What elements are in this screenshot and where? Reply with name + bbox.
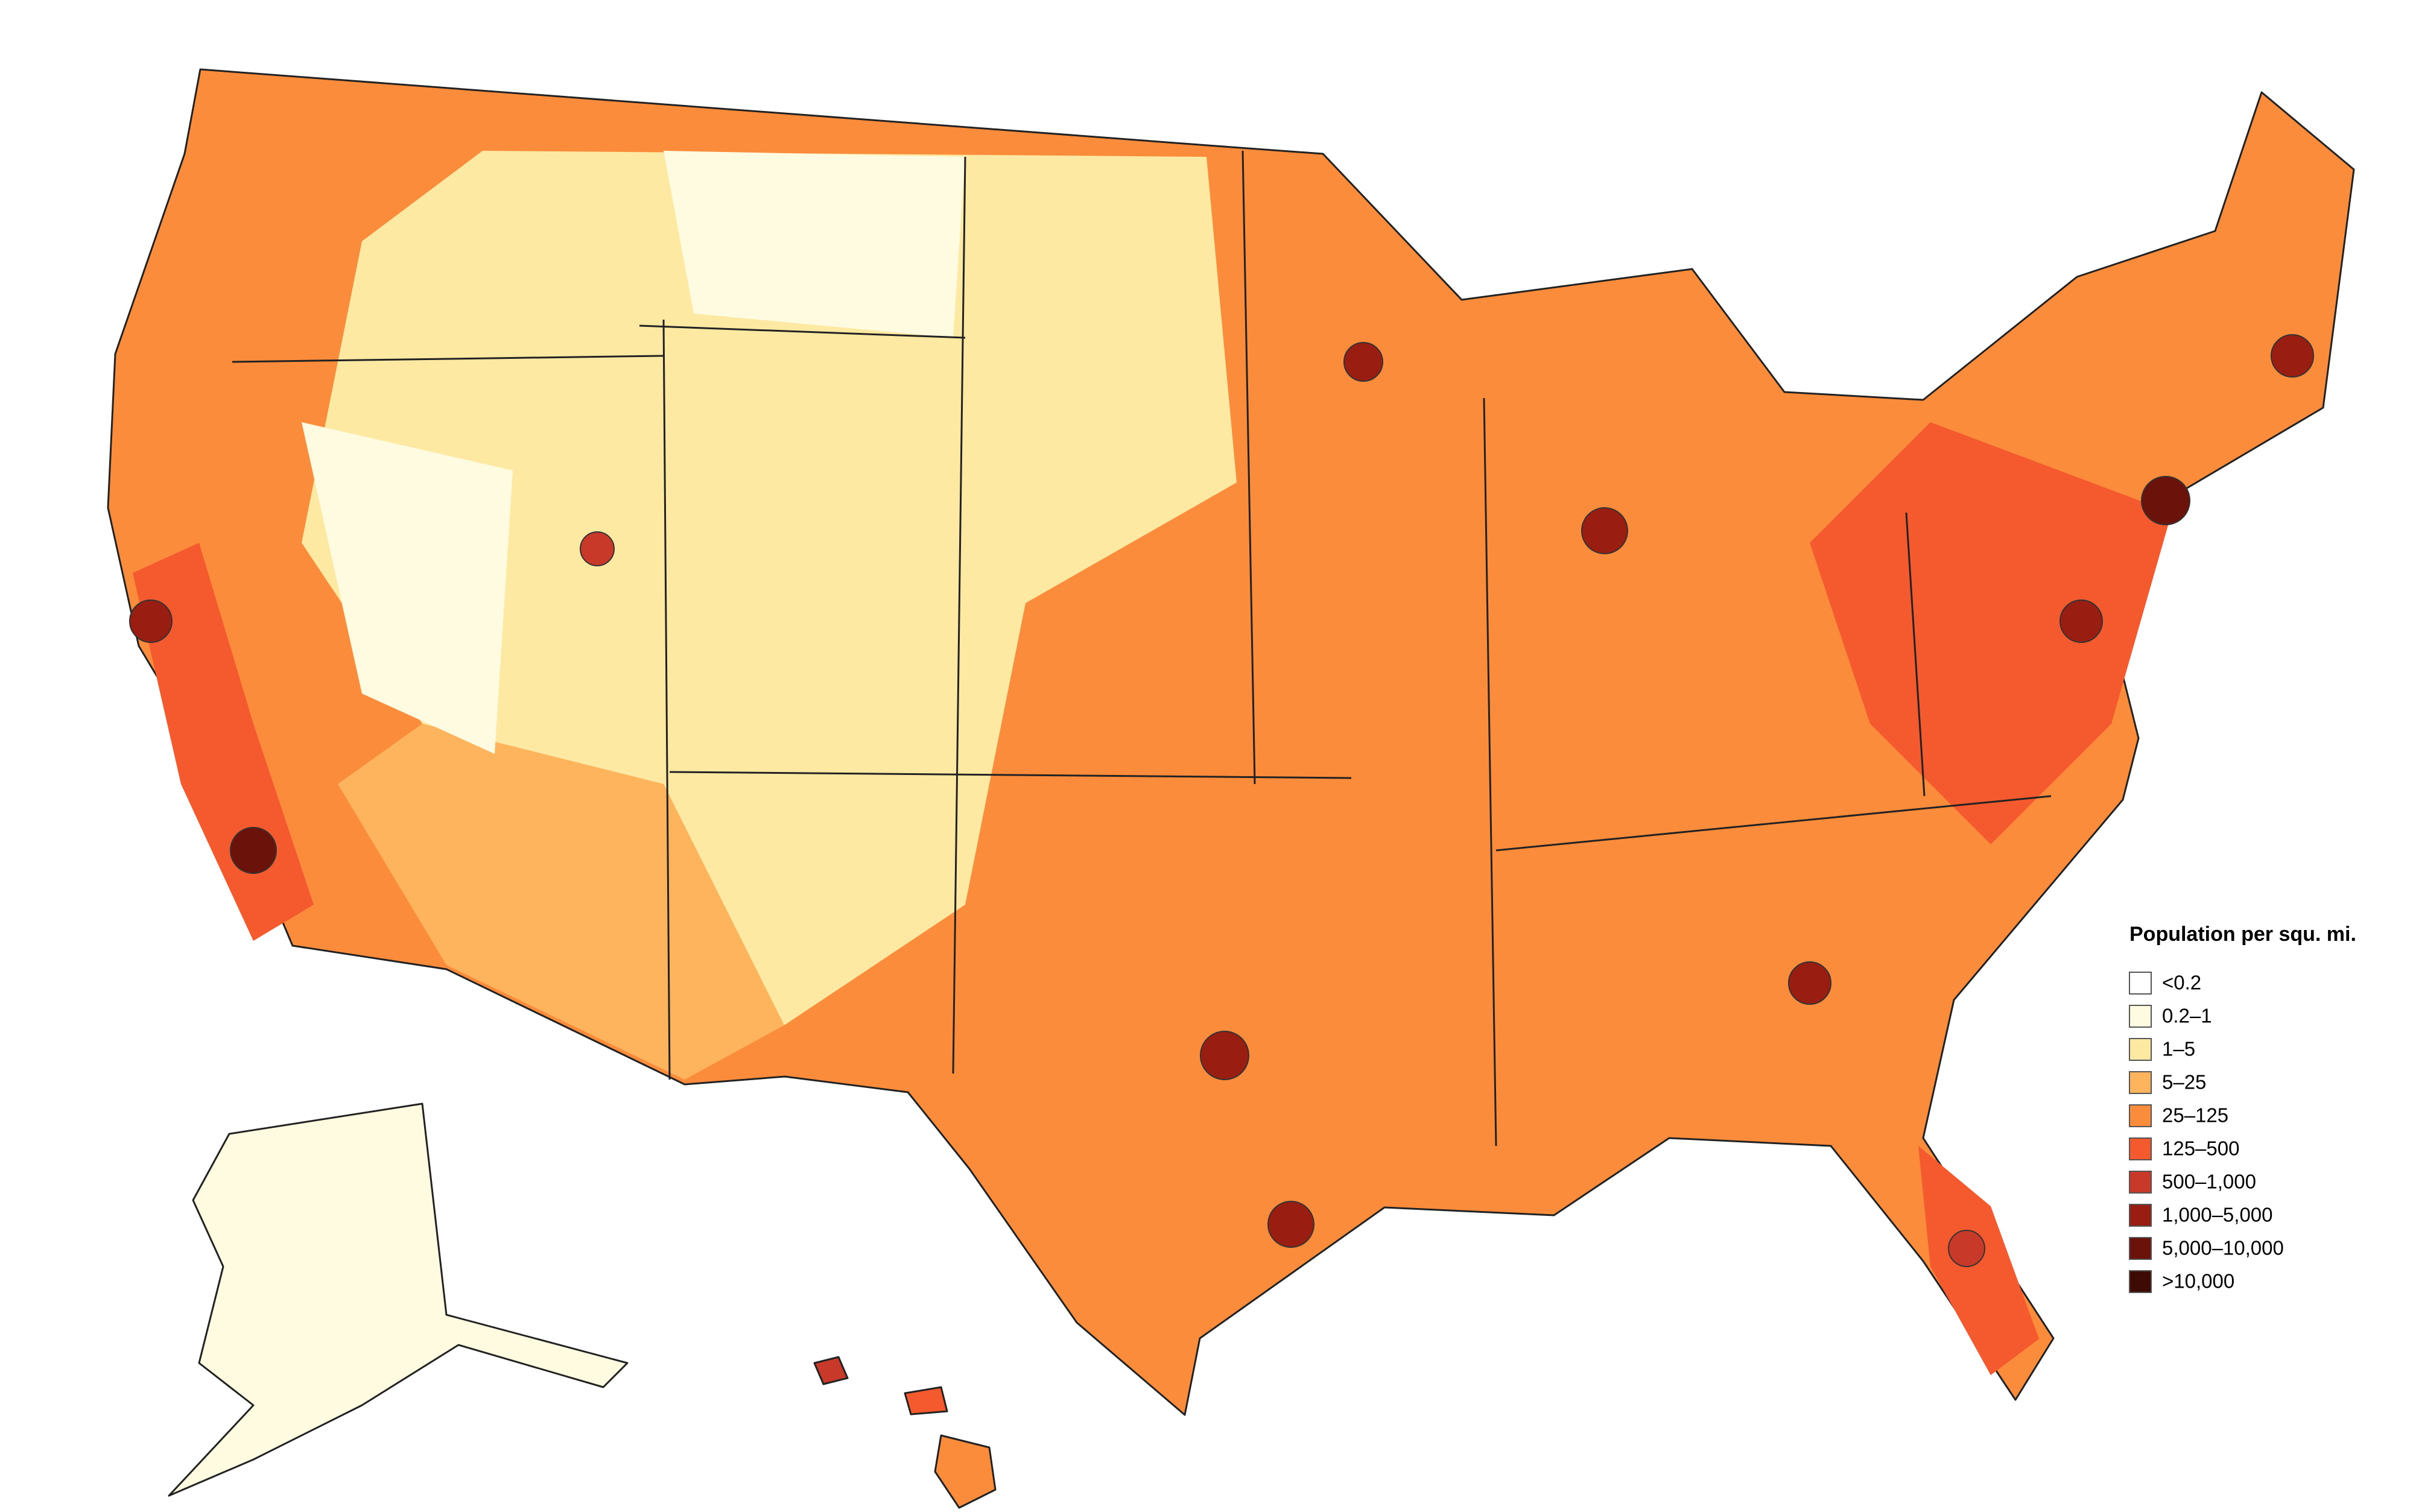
legend-swatch	[2129, 1137, 2152, 1160]
metro	[1267, 1201, 1314, 1248]
legend-label: 5–25	[2162, 1071, 2206, 1093]
legend-label: >10,000	[2162, 1270, 2234, 1292]
metro	[129, 599, 173, 643]
legend-swatch	[2129, 1270, 2152, 1293]
legend-swatch	[2129, 1071, 2152, 1094]
state-line	[639, 324, 966, 339]
hawaii-oahu	[813, 1356, 849, 1385]
legend-swatch	[2129, 1171, 2152, 1194]
state-line	[1241, 150, 1256, 785]
sparse-west	[302, 151, 1237, 1025]
legend-swatch	[2129, 1204, 2152, 1227]
hawaii-maui	[904, 1386, 948, 1416]
legend: Population per squ. mi. <0.2 0.2–1 1–5 5–25…	[2129, 923, 2356, 1293]
metro	[1343, 342, 1383, 382]
metro	[580, 531, 615, 566]
legend-label: 500–1,000	[2162, 1171, 2256, 1193]
east-dense	[1810, 422, 2172, 844]
metro	[1581, 507, 1628, 554]
legend-swatch	[2129, 972, 2152, 995]
alaska	[168, 1102, 629, 1497]
state-line	[662, 319, 671, 1080]
metro	[1948, 1230, 1985, 1267]
legend-label: <0.2	[2162, 972, 2201, 994]
metro	[1788, 961, 1831, 1005]
metro	[2271, 334, 2314, 378]
legend-label: 1,000–5,000	[2162, 1204, 2273, 1226]
legend-swatch	[2129, 1038, 2152, 1061]
metro	[2141, 476, 2190, 525]
state-line	[952, 156, 966, 1074]
metro	[2059, 599, 2103, 643]
metro	[230, 827, 277, 874]
legend-label: 125–500	[2162, 1137, 2239, 1160]
legend-swatch	[2129, 1237, 2152, 1260]
state-lines	[232, 150, 2052, 1147]
legend-title: Population per squ. mi.	[2129, 923, 2356, 946]
state-line	[1483, 397, 1497, 1147]
legend-label: 5,000–10,000	[2162, 1237, 2284, 1259]
state-line	[232, 355, 664, 363]
nevada-sparse	[302, 422, 513, 754]
metro	[1200, 1031, 1249, 1080]
map-regions	[107, 68, 2355, 1509]
montana-sparse	[664, 151, 965, 338]
legend-label: 25–125	[2162, 1104, 2228, 1127]
legend-swatch	[2129, 1104, 2152, 1127]
legend-swatch	[2129, 1005, 2152, 1028]
state-line	[669, 771, 1352, 779]
hawaii-big-island	[934, 1434, 997, 1509]
state-line	[1905, 512, 1926, 797]
legend-label: 0.2–1	[2162, 1005, 2212, 1027]
west-mid	[338, 724, 784, 1080]
legend-label: 1–5	[2162, 1038, 2195, 1060]
state-line	[1495, 795, 2052, 852]
